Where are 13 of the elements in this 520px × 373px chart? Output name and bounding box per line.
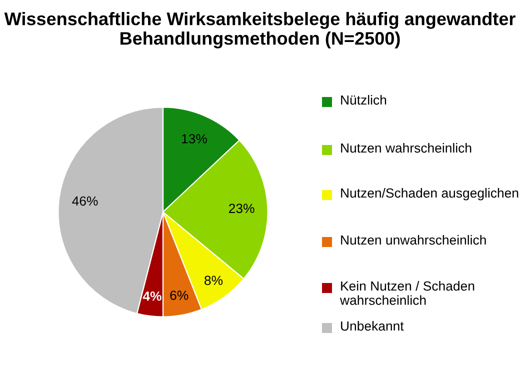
legend-label: Nützlich [341, 95, 386, 105]
legend-label: Nutzen unwahrscheinlich [341, 235, 486, 245]
data-label: 8% [204, 276, 223, 286]
legend-label: Nutzen/Schaden ausgeglichen [341, 188, 518, 200]
data-label: 13% [182, 134, 207, 144]
legend-label: Nutzen wahrscheinlich [341, 143, 472, 153]
data-label: 46% [72, 196, 98, 206]
chart-title: Wissenschaftliche Wirksamkeitsbelege häufig angewandter Behandlungsmethoden (N=2500) [4, 12, 516, 48]
data-label: 23% [229, 204, 254, 214]
data-label: 4% [142, 291, 162, 301]
legend-label: Unbekannt [341, 321, 404, 331]
data-label: 6% [170, 290, 188, 300]
legend-label: Kein Nutzen / Schaden wahrscheinlich [340, 281, 474, 305]
